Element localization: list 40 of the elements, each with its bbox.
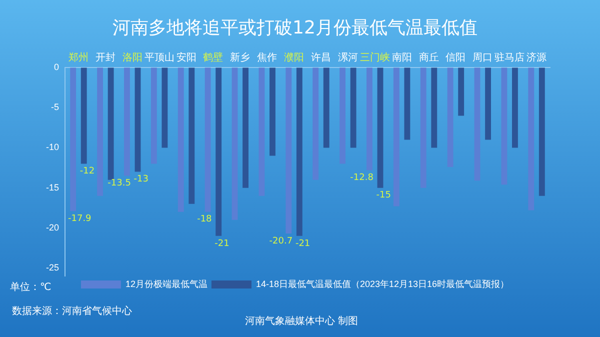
x-tick-label: 郑州 (68, 51, 88, 64)
x-tick-label: 商丘 (418, 51, 439, 64)
x-tick-label: 周口 (472, 52, 493, 64)
x-tick-label: 平顶山 (144, 51, 174, 64)
legend-label: 12月份极端最低气温 (125, 278, 208, 289)
x-tick-label: 焦作 (257, 51, 278, 64)
source-note: 数据来源：河南省气候中心 (12, 304, 132, 318)
x-tick-label: 新乡 (230, 51, 250, 64)
data-label: -20.7 (269, 236, 293, 246)
data-label: -15 (376, 190, 391, 201)
text: 河南气象融媒体中心 制图 (245, 314, 358, 328)
data-label: -12.8 (350, 173, 374, 184)
x-tick-label: 许昌 (310, 51, 331, 64)
y-tick-label: -5 (50, 102, 60, 112)
y-tick-label: 0 (54, 62, 60, 72)
x-tick-label: 漯河 (338, 51, 358, 64)
y-tick-label: -25 (46, 262, 60, 272)
y-tick-label: -15 (46, 182, 60, 192)
data-label: -18 (197, 214, 212, 225)
y-tick-label: -20 (46, 222, 60, 232)
text: 单位：℃ (10, 280, 52, 294)
x-tick-label: 开封 (95, 51, 116, 64)
data-label: -12 (80, 166, 95, 177)
data-label: -21 (295, 238, 310, 249)
data-label: -17.9 (68, 214, 92, 224)
x-tick-label: 济源 (526, 51, 547, 64)
x-tick-label: 濮阳 (284, 51, 304, 64)
legend-label: 14-18日最低气温最低值（2023年12月13日16时最低气温预报） (256, 278, 510, 289)
data-label: -21 (214, 238, 230, 249)
x-tick-label: 三门峡 (360, 51, 390, 64)
y-tick-label: -10 (46, 142, 60, 152)
x-tick-label: 南阳 (392, 51, 412, 64)
data-label: -13 (134, 174, 148, 185)
chart-title: 河南多地将追平或打破12月份最低气温最低值 (112, 17, 478, 38)
x-tick-label: 洛阳 (122, 51, 142, 64)
data-label: -13.5 (108, 178, 131, 189)
x-tick-label: 鹤壁 (203, 51, 224, 64)
x-tick-label: 安阳 (176, 51, 196, 64)
x-tick-label: 驻马店 (494, 51, 525, 64)
x-tick-label: 信阳 (446, 51, 466, 64)
